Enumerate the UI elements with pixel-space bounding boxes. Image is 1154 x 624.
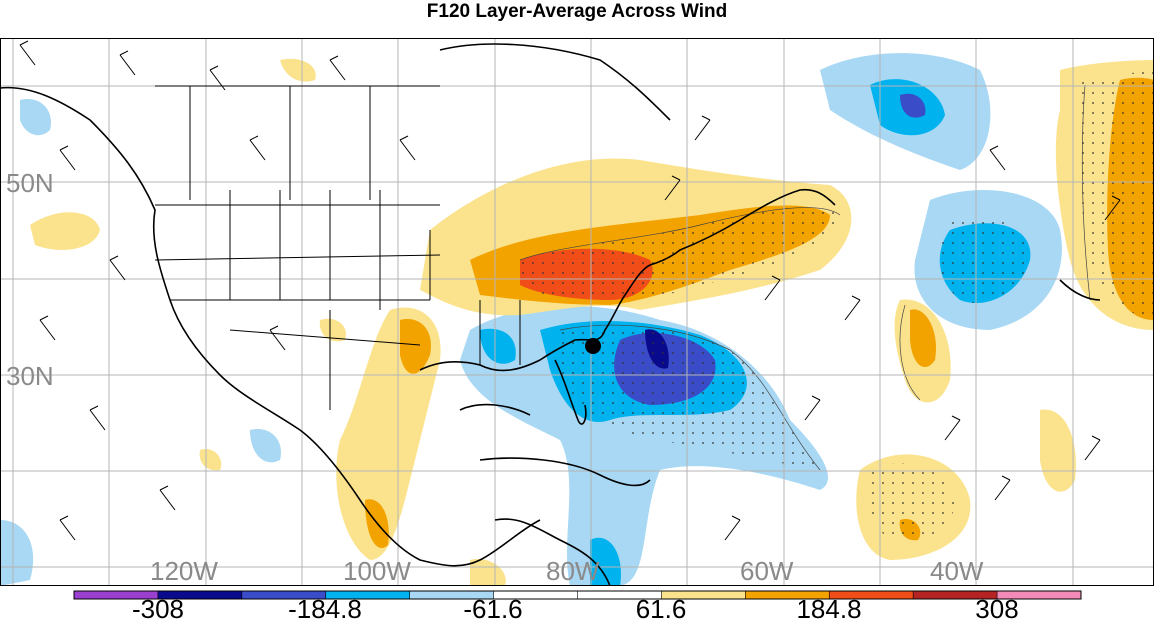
colorbar-swatch: [577, 591, 662, 599]
lon-label-100w: 100W: [343, 556, 411, 586]
colorbar-swatch: [241, 591, 327, 599]
colorbar-swatch: [745, 591, 830, 599]
colorbar-swatch: [661, 591, 746, 599]
colorbar-swatch: [493, 591, 578, 599]
lon-label-40w: 40W: [930, 556, 984, 586]
stipple-overlay: [519, 70, 1154, 542]
lon-label-60w: 60W: [740, 556, 794, 586]
colorbar-swatch: [409, 591, 495, 599]
colorbar-label: 308: [975, 594, 1019, 624]
colorbar-swatch: [829, 591, 914, 599]
lat-lon-grid: [0, 38, 1154, 586]
colorbar-swatch: [74, 591, 159, 599]
colorbar-label: 184.8: [796, 594, 862, 624]
colorbar-swatch: [913, 591, 998, 599]
coastlines: [0, 43, 1101, 586]
colorbar-label: -61.6: [463, 594, 523, 624]
colorbar-label: -308: [131, 594, 185, 624]
storm-center-marker: [585, 338, 601, 354]
colorbar-swatch: [157, 591, 243, 599]
lon-label-120w: 120W: [150, 556, 218, 586]
contour-lines: [519, 84, 1091, 471]
state-borders: [154, 85, 521, 410]
lat-label-30n: 30N: [6, 361, 54, 391]
colorbar-swatch: [325, 591, 411, 599]
wind-barbs: [19, 40, 1121, 541]
colorbar-swatch: [997, 591, 1082, 599]
colorbar-label: 61.6: [635, 594, 687, 624]
colorbar-label: -184.8: [288, 594, 362, 624]
chart-title: F120 Layer-Average Across Wind: [426, 1, 728, 22]
lon-label-80w: 80W: [546, 556, 600, 586]
colorbar: [73, 590, 1082, 600]
lat-label-50n: 50N: [6, 168, 54, 198]
